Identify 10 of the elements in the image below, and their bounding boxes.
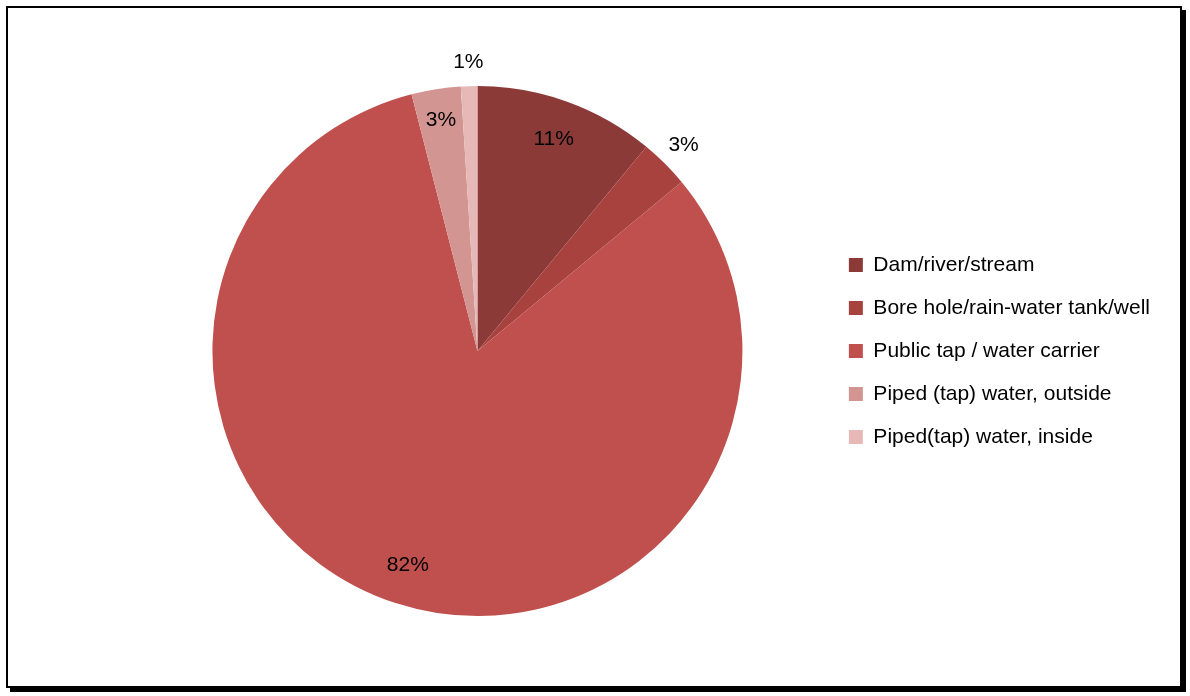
data-label: 11% bbox=[533, 125, 574, 149]
legend-label: Public tap / water carrier bbox=[873, 337, 1100, 361]
legend-label: Bore hole/rain-water tank/well bbox=[873, 294, 1151, 318]
data-label: 3% bbox=[668, 131, 699, 155]
data-label: 82% bbox=[386, 552, 429, 576]
data-label: 3% bbox=[425, 107, 457, 131]
data-label: 1% bbox=[453, 49, 484, 73]
legend-label: Piped(tap) water, inside bbox=[873, 423, 1093, 447]
legend-label: Piped (tap) water, outside bbox=[873, 380, 1112, 404]
legend-label: Dam/river/stream bbox=[873, 251, 1035, 275]
